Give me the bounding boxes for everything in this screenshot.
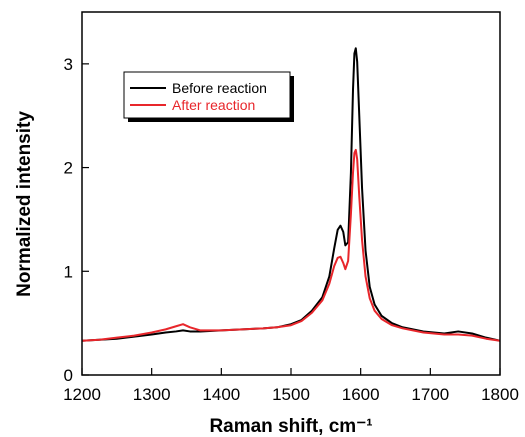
legend-label-after: After reaction (172, 97, 255, 113)
legend-label-before: Before reaction (172, 80, 267, 96)
x-tick-label-1: 1300 (133, 385, 171, 404)
y-axis-ticks: 0 1 2 3 (64, 55, 89, 385)
x-tick-label-5: 1700 (411, 385, 449, 404)
y-axis-title: Normalized intensity (14, 111, 35, 297)
x-axis-title: Raman shift, cm⁻¹ (209, 416, 372, 437)
plot-frame (81, 11, 501, 376)
series-line-0 (81, 47, 501, 342)
x-tick-label-0: 1200 (63, 385, 101, 404)
x-axis-ticks: 1200 1300 1400 1500 1600 1700 1800 (63, 368, 519, 404)
x-tick-label-6: 1800 (481, 385, 519, 404)
x-tick-label-4: 1600 (342, 385, 380, 404)
y-tick-label-3: 3 (64, 55, 73, 74)
x-tick-label-3: 1500 (272, 385, 310, 404)
y-tick-label-0: 0 (64, 366, 73, 385)
y-tick-label-1: 1 (64, 262, 73, 281)
legend-box (123, 71, 291, 119)
legend: Before reaction After reaction (123, 71, 294, 122)
plot-curves (81, 47, 501, 342)
y-tick-label-2: 2 (64, 159, 73, 178)
x-tick-label-2: 1400 (202, 385, 240, 404)
series-line-1 (81, 148, 501, 342)
